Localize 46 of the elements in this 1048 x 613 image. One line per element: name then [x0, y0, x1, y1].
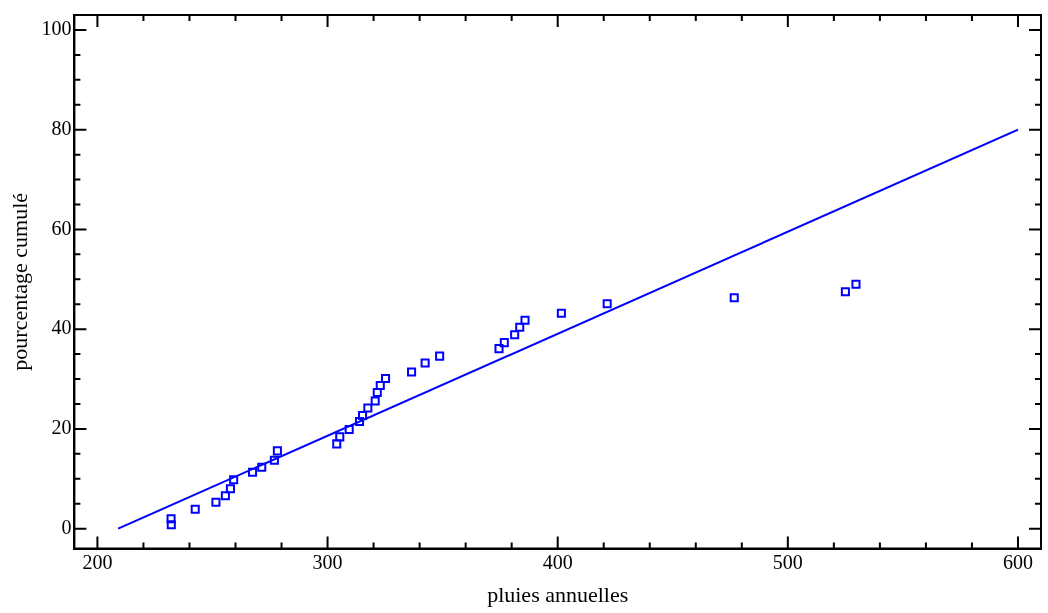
- point: [335, 432, 345, 442]
- point: [248, 467, 258, 477]
- point: [494, 344, 504, 354]
- point: [372, 387, 382, 398]
- y-tick-label: 40: [51, 316, 72, 339]
- point: [355, 416, 365, 426]
- point: [510, 330, 520, 340]
- point: [499, 338, 509, 348]
- x-tick-label: 200: [82, 550, 113, 573]
- point: [257, 462, 267, 472]
- point: [272, 446, 282, 456]
- y-tick-label: 20: [51, 416, 72, 439]
- y-tick-label: 100: [41, 17, 72, 40]
- point: [381, 374, 391, 384]
- point: [344, 424, 354, 434]
- y-tick-label: 0: [61, 515, 72, 538]
- point: [840, 287, 850, 297]
- x-axis-title: pluies annuelles: [487, 581, 629, 607]
- x-tick-label: 400: [542, 550, 573, 573]
- point: [166, 514, 176, 524]
- point: [602, 299, 612, 309]
- point: [211, 497, 221, 507]
- point: [375, 380, 385, 391]
- point: [220, 491, 230, 501]
- point: [229, 475, 239, 485]
- point: [556, 308, 566, 318]
- y-tick-label: 60: [51, 216, 72, 239]
- y-axis-title: pourcentage cumulé: [6, 192, 32, 371]
- point: [520, 315, 530, 325]
- point: [363, 403, 373, 413]
- point: [851, 279, 861, 289]
- point: [435, 351, 445, 361]
- point: [190, 504, 200, 514]
- point: [166, 520, 176, 530]
- point: [332, 439, 342, 449]
- x-tick-label: 500: [772, 550, 803, 573]
- point: [420, 358, 430, 368]
- point: [407, 367, 417, 377]
- point: [515, 322, 525, 332]
- point: [225, 484, 235, 494]
- x-tick-label: 300: [312, 550, 343, 573]
- point: [370, 396, 380, 406]
- x-tick-label: 600: [1002, 550, 1033, 573]
- point: [269, 455, 279, 465]
- point: [729, 293, 739, 303]
- y-tick-label: 80: [51, 116, 72, 139]
